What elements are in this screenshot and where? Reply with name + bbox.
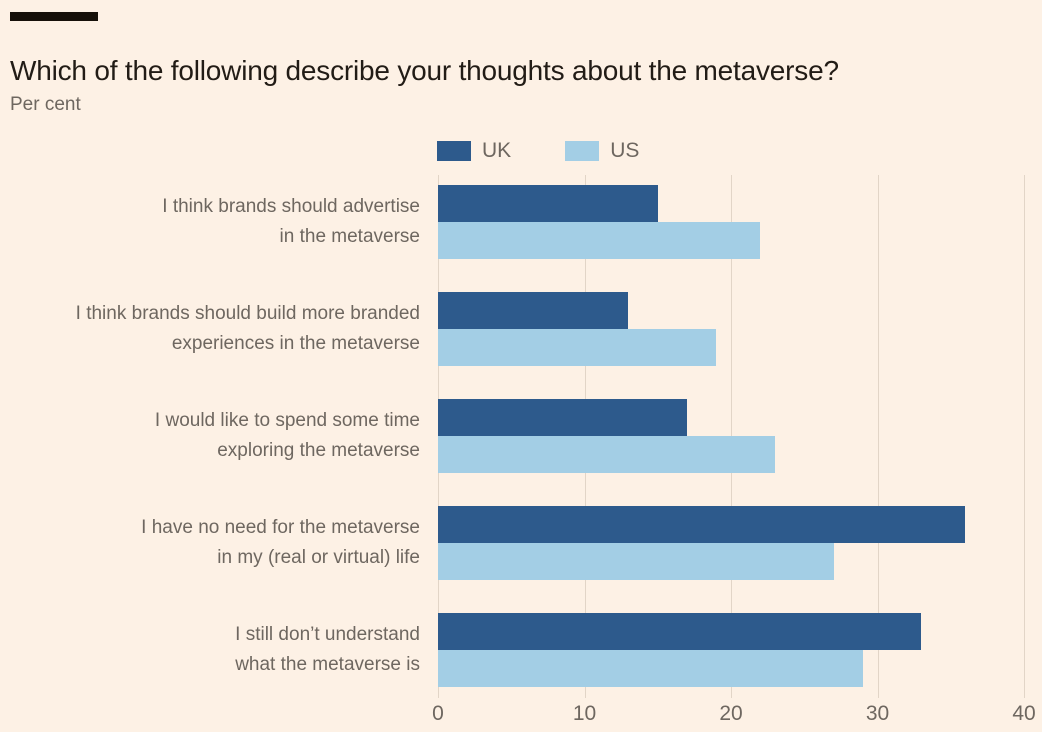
bar-uk-row1: [438, 185, 658, 222]
bar-us-row3: [438, 436, 775, 473]
x-tick-label-20: 20: [719, 702, 743, 725]
chart-title: Which of the following describe your tho…: [10, 54, 839, 86]
legend-label-us: US: [610, 139, 640, 162]
x-tick-label-40: 40: [1012, 702, 1036, 725]
bar-us-row5: [438, 650, 863, 687]
legend-label-uk: UK: [482, 139, 512, 162]
grid-line-40: [1024, 175, 1025, 698]
category-labels: I think brands should advertise in the me…: [0, 175, 420, 698]
legend-swatch-uk: [437, 141, 471, 161]
category-label-row3: I would like to spend some time exploring…: [154, 410, 420, 461]
bar-us-row4: [438, 543, 834, 580]
category-label-row1: I think brands should advertise in the me…: [162, 196, 420, 247]
x-tick-label-30: 30: [865, 702, 890, 725]
category-label-row2: I think brands should build more branded…: [75, 303, 420, 354]
bar-us-row2: [438, 329, 717, 366]
bar-uk-row4: [438, 506, 966, 543]
x-tick-label-0: 0: [432, 702, 444, 725]
bar-uk-row5: [438, 613, 922, 650]
category-label-row5: I still don’t understand what the metaver…: [235, 624, 420, 675]
chart-subtitle: Per cent: [10, 94, 81, 115]
bar-uk-row2: [438, 292, 629, 329]
grid-line-30: [877, 175, 879, 698]
x-tick-label-10: 10: [572, 702, 597, 725]
chart-legend: UK US: [437, 139, 639, 163]
plot-area: [438, 175, 1025, 698]
x-axis: 0 10 20 30 40: [432, 702, 1036, 730]
bar-uk-row3: [438, 399, 688, 436]
legend-item-us: US: [565, 139, 639, 163]
legend-swatch-us: [565, 141, 600, 161]
kicker-rule: [10, 12, 98, 21]
legend-item-uk: UK: [437, 139, 511, 163]
category-label-row4: I have no need for the metaverse in my (r…: [141, 517, 420, 568]
bar-us-row1: [438, 222, 761, 259]
